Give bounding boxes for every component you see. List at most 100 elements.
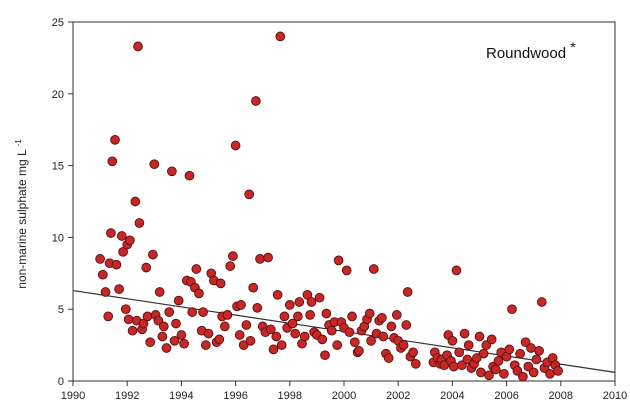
site-name: Roundwood — [486, 45, 566, 62]
y-tick-label: 10 — [52, 232, 64, 244]
data-point — [148, 249, 158, 260]
data-point — [234, 330, 245, 340]
data-point — [402, 287, 413, 297]
data-point — [157, 331, 168, 342]
site-marker: * — [570, 39, 576, 55]
data-point — [545, 368, 555, 379]
data-point — [534, 345, 544, 356]
x-tick-label: 2004 — [440, 390, 464, 402]
y-tick-label: 20 — [52, 89, 64, 101]
site-label: Roundwood * — [486, 39, 576, 62]
data-point — [125, 235, 135, 246]
data-point — [100, 287, 111, 297]
data-point — [118, 246, 128, 257]
data-point — [366, 335, 376, 346]
data-point — [364, 308, 375, 319]
y-tick-label: 15 — [52, 161, 64, 173]
data-point — [333, 255, 344, 266]
data-point — [504, 344, 515, 355]
data-point — [248, 282, 259, 293]
data-point — [474, 331, 485, 342]
data-point — [222, 310, 233, 320]
data-point — [241, 320, 252, 330]
x-tick-label: 1996 — [223, 390, 247, 402]
data-point — [110, 134, 120, 145]
data-point — [410, 358, 421, 369]
data-point — [200, 340, 211, 350]
data-point — [158, 321, 169, 332]
data-point — [293, 311, 303, 322]
data-point — [493, 356, 504, 366]
data-point — [462, 354, 473, 365]
data-point — [116, 231, 127, 241]
x-tick-label: 2010 — [603, 390, 627, 402]
data-point — [279, 311, 290, 322]
x-tick-label: 1992 — [115, 390, 139, 402]
data-point — [230, 140, 241, 151]
data-point — [134, 218, 145, 228]
data-point — [179, 338, 189, 349]
data-point — [107, 156, 118, 167]
data-point — [378, 331, 389, 342]
data-point — [184, 170, 195, 181]
data-point — [439, 360, 450, 371]
data-point — [299, 331, 310, 342]
data-point — [142, 311, 153, 322]
data-point — [347, 311, 357, 322]
data-point — [476, 367, 486, 378]
data-point — [471, 353, 482, 363]
data-point — [167, 166, 177, 177]
data-point — [103, 311, 114, 322]
data-point — [459, 328, 470, 339]
data-point — [518, 371, 528, 382]
data-point — [214, 334, 225, 345]
data-point — [478, 348, 489, 359]
x-axis: 1990 1992 1994 1996 1998 2000 2002 2004 2006 2008… — [61, 381, 627, 402]
data-point — [244, 189, 255, 200]
data-point — [176, 330, 187, 340]
data-point — [251, 96, 261, 106]
data-point — [225, 261, 236, 271]
data-point — [386, 321, 397, 332]
data-point — [320, 350, 330, 361]
data-point — [321, 308, 332, 319]
data-point — [268, 344, 279, 355]
data-point — [272, 289, 283, 300]
x-tick-label: 2002 — [386, 390, 410, 402]
data-point — [287, 318, 298, 329]
data-point — [171, 318, 181, 329]
data-point — [164, 307, 175, 317]
data-point — [306, 297, 317, 307]
y-axis: 0 5 10 15 20 25 — [52, 17, 73, 388]
y-tick-label: 25 — [52, 17, 64, 29]
data-point — [276, 340, 287, 350]
data-point — [512, 366, 523, 376]
data-point — [198, 307, 208, 317]
data-point — [317, 334, 328, 345]
data-point — [526, 343, 536, 353]
data-point — [486, 334, 497, 345]
data-point — [484, 370, 494, 381]
data-point — [408, 347, 418, 358]
data-point — [463, 340, 474, 350]
x-tick-label: 1998 — [278, 390, 302, 402]
data-point — [252, 302, 263, 313]
data-point — [215, 278, 226, 289]
data-point — [294, 297, 305, 307]
data-point — [305, 310, 315, 320]
data-point — [326, 325, 337, 336]
data-point — [531, 354, 542, 365]
data-point — [447, 335, 458, 346]
y-axis-label-main: non-marine sulphate mg L — [15, 149, 29, 289]
data-point — [127, 325, 138, 336]
data-point — [145, 337, 156, 348]
data-point — [344, 327, 355, 338]
y-axis-label-exponent: -1 — [14, 139, 23, 147]
data-point — [332, 340, 343, 350]
data-point — [401, 320, 412, 330]
data-point — [169, 335, 180, 346]
data-point — [448, 361, 459, 372]
data-point — [383, 353, 394, 363]
data-point — [354, 345, 364, 356]
